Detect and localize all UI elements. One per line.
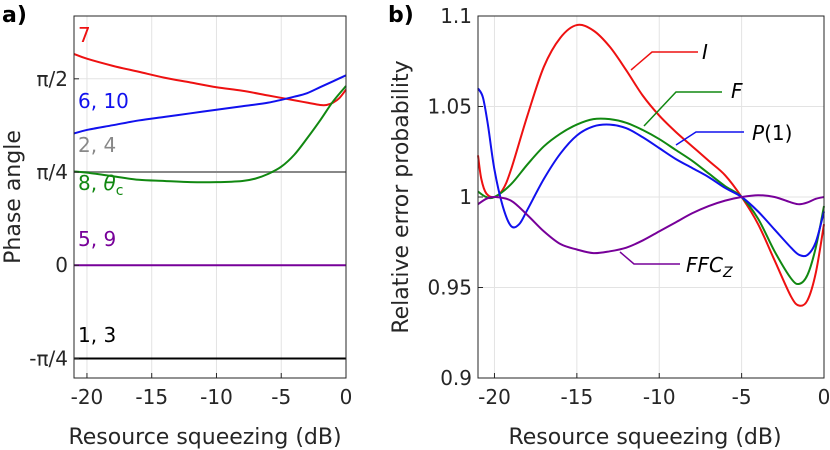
b-ytick-label: 1.05 bbox=[427, 95, 472, 119]
panel-b-xlabel: Resource squeezing (dB) bbox=[508, 425, 781, 450]
series-label-7: 7 bbox=[78, 23, 91, 47]
legend-label-F: F bbox=[731, 79, 743, 103]
b-ytick-label: 0.95 bbox=[427, 276, 472, 300]
series-label-2-4: 2, 4 bbox=[78, 133, 116, 157]
panel-b-series bbox=[477, 23, 825, 307]
a-ytick-label: π/4 bbox=[36, 160, 68, 184]
a-series-line-6-10 bbox=[73, 74, 347, 135]
panel-a-frame bbox=[73, 15, 347, 379]
leader-FFCZ bbox=[619, 251, 680, 265]
a-xtick-label: -20 bbox=[71, 385, 104, 409]
b-xtick-label: 0 bbox=[818, 385, 830, 409]
a-series-line-8-c bbox=[73, 85, 347, 184]
legend-F: F bbox=[643, 79, 743, 127]
a-xtick-label: 0 bbox=[340, 385, 353, 409]
panel-a-label: a) bbox=[2, 3, 27, 28]
legend-label-FFCZ: FFCZ bbox=[686, 253, 733, 281]
panel-b-label: b) bbox=[388, 3, 414, 28]
panel-a: a) -20 -15 -10 -5 0 -π/4 0 π/4 π/2 Phase angle R… bbox=[1, 3, 352, 450]
a-ytick-label: -π/4 bbox=[29, 346, 68, 370]
a-xtick-label: -15 bbox=[135, 385, 168, 409]
series-label-6-10: 6, 10 bbox=[78, 89, 129, 113]
panel-a-ylabel: Phase angle bbox=[1, 130, 26, 264]
b-series-line-p-1 bbox=[477, 87, 825, 258]
b-xtick-label: -20 bbox=[478, 385, 511, 409]
a-xtick-label: -10 bbox=[200, 385, 233, 409]
a-series-line-7 bbox=[73, 53, 347, 107]
leader-F bbox=[643, 91, 722, 127]
a-ytick-label: π/2 bbox=[36, 67, 68, 91]
series-label-8-theta-c: 8, θc bbox=[78, 171, 123, 199]
legend-label-P1: P(1) bbox=[752, 121, 792, 145]
a-xtick-label: -5 bbox=[271, 385, 291, 409]
panel-b-ylabel: Relative error probability bbox=[389, 60, 414, 333]
b-ytick-label: 0.9 bbox=[440, 366, 472, 390]
panel-b-ticks: -20 -15 -10 -5 0 0.9 0.95 1 1.05 1.1 bbox=[427, 4, 830, 409]
b-xtick-label: -5 bbox=[732, 385, 752, 409]
b-xtick-label: -10 bbox=[643, 385, 676, 409]
b-ytick-label: 1.1 bbox=[440, 4, 472, 28]
a-ytick-label: 0 bbox=[55, 253, 68, 277]
series-label-5-9: 5, 9 bbox=[78, 227, 116, 251]
b-series-line-f bbox=[477, 117, 825, 286]
b-xtick-label: -15 bbox=[561, 385, 594, 409]
b-series-line-i bbox=[477, 23, 825, 307]
panel-b: b) -20 -15 -10 -5 0 0.9 0.95 1 1.05 1.1 Relative … bbox=[388, 3, 830, 450]
leader-P1 bbox=[675, 131, 744, 146]
legend-label-I: I bbox=[702, 40, 708, 64]
panel-a-ticks: -20 -15 -10 -5 0 -π/4 0 π/4 π/2 bbox=[29, 67, 352, 409]
b-ytick-label: 1 bbox=[459, 185, 472, 209]
panel-a-xlabel: Resource squeezing (dB) bbox=[68, 425, 341, 450]
panel-a-series bbox=[73, 53, 347, 360]
legend-P1: P(1) bbox=[675, 121, 792, 146]
legend-I: I bbox=[630, 40, 708, 71]
legend-FFCZ: FFCZ bbox=[619, 251, 733, 281]
leader-I bbox=[630, 51, 698, 71]
series-label-1-3: 1, 3 bbox=[78, 323, 116, 347]
b-series-line-ffc-z bbox=[477, 194, 825, 255]
